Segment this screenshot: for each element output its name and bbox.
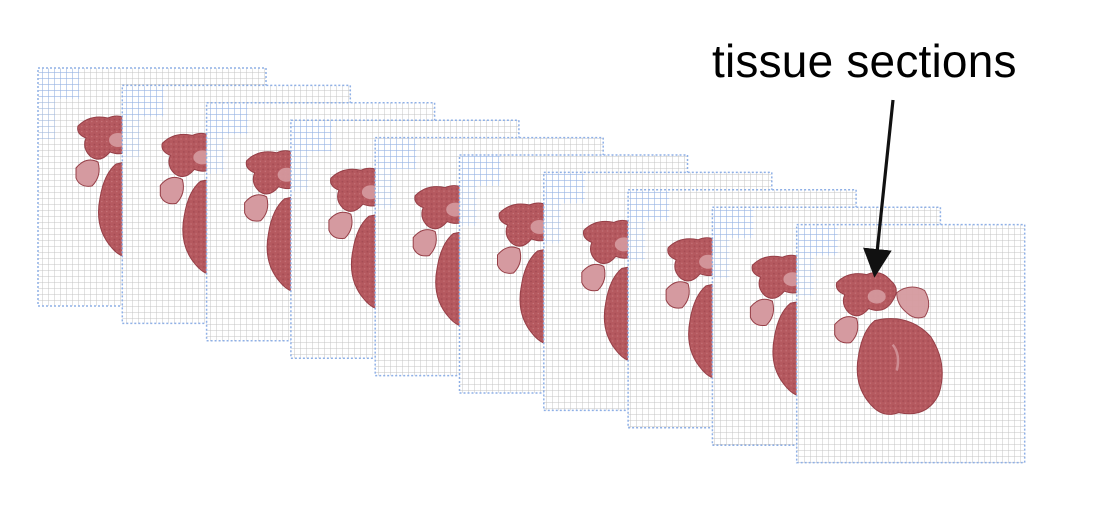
tissue-sample (834, 272, 943, 415)
arrow-down-icon (863, 99, 895, 278)
sections-group (37, 67, 1026, 464)
annotation-label: tissue sections (712, 35, 1017, 87)
tissue-section-sheet (795, 223, 1026, 464)
